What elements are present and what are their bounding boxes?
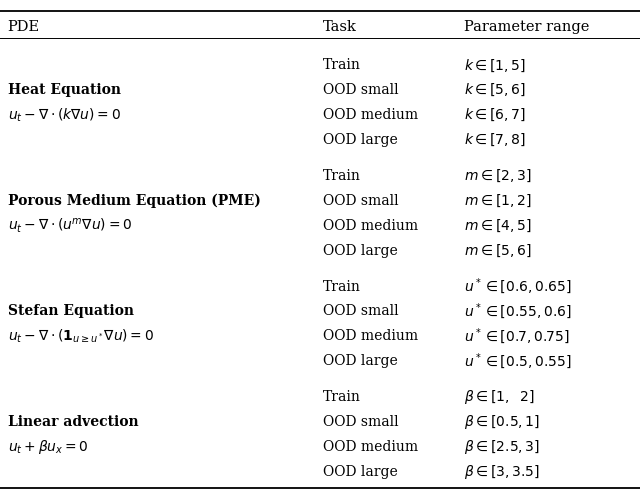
Text: $u_t - \nabla \cdot (\mathbf{1}_{u \geq u^*}\nabla u) = 0$: $u_t - \nabla \cdot (\mathbf{1}_{u \geq … xyxy=(8,327,154,345)
Text: $\beta \in [1,\;\; 2]$: $\beta \in [1,\;\; 2]$ xyxy=(464,388,534,406)
Text: Train: Train xyxy=(323,58,361,72)
Text: OOD small: OOD small xyxy=(323,194,399,208)
Text: $\beta \in [2.5, 3]$: $\beta \in [2.5, 3]$ xyxy=(464,438,540,456)
Text: $m \in [2, 3]$: $m \in [2, 3]$ xyxy=(464,168,531,184)
Text: $u_t - \nabla \cdot (u^m\nabla u) = 0$: $u_t - \nabla \cdot (u^m\nabla u) = 0$ xyxy=(8,216,132,235)
Text: $u^* \in [0.6, 0.65]$: $u^* \in [0.6, 0.65]$ xyxy=(464,277,572,296)
Text: Train: Train xyxy=(323,169,361,183)
Text: PDE: PDE xyxy=(8,20,40,34)
Text: Linear advection: Linear advection xyxy=(8,415,138,429)
Text: Train: Train xyxy=(323,390,361,404)
Text: $u^* \in [0.7, 0.75]$: $u^* \in [0.7, 0.75]$ xyxy=(464,326,570,346)
Text: OOD large: OOD large xyxy=(323,465,398,479)
Text: Porous Medium Equation (PME): Porous Medium Equation (PME) xyxy=(8,194,260,208)
Text: OOD medium: OOD medium xyxy=(323,329,419,343)
Text: $k \in [7, 8]$: $k \in [7, 8]$ xyxy=(464,132,526,148)
Text: Parameter range: Parameter range xyxy=(464,20,589,34)
Text: $u_t + \beta u_x = 0$: $u_t + \beta u_x = 0$ xyxy=(8,438,88,456)
Text: $m \in [5, 6]$: $m \in [5, 6]$ xyxy=(464,243,531,259)
Text: $m \in [1, 2]$: $m \in [1, 2]$ xyxy=(464,193,531,209)
Text: OOD small: OOD small xyxy=(323,83,399,97)
Text: Train: Train xyxy=(323,280,361,293)
Text: OOD large: OOD large xyxy=(323,354,398,368)
Text: OOD small: OOD small xyxy=(323,415,399,429)
Text: $k \in [5, 6]$: $k \in [5, 6]$ xyxy=(464,82,526,99)
Text: OOD large: OOD large xyxy=(323,244,398,257)
Text: $k \in [1, 5]$: $k \in [1, 5]$ xyxy=(464,57,526,73)
Text: OOD medium: OOD medium xyxy=(323,219,419,233)
Text: $u_t - \nabla \cdot (k\nabla u) = 0$: $u_t - \nabla \cdot (k\nabla u) = 0$ xyxy=(8,106,120,124)
Text: $\beta \in [0.5, 1]$: $\beta \in [0.5, 1]$ xyxy=(464,413,540,431)
Text: OOD medium: OOD medium xyxy=(323,440,419,454)
Text: Stefan Equation: Stefan Equation xyxy=(8,304,134,318)
Text: OOD small: OOD small xyxy=(323,304,399,318)
Text: Heat Equation: Heat Equation xyxy=(8,83,121,97)
Text: Task: Task xyxy=(323,20,357,34)
Text: $m \in [4, 5]$: $m \in [4, 5]$ xyxy=(464,217,531,234)
Text: $u^* \in [0.55, 0.6]$: $u^* \in [0.55, 0.6]$ xyxy=(464,301,572,321)
Text: $u^* \in [0.5, 0.55]$: $u^* \in [0.5, 0.55]$ xyxy=(464,351,572,371)
Text: $\beta \in [3, 3.5]$: $\beta \in [3, 3.5]$ xyxy=(464,463,540,481)
Text: OOD medium: OOD medium xyxy=(323,108,419,122)
Text: $k \in [6, 7]$: $k \in [6, 7]$ xyxy=(464,107,526,123)
Text: OOD large: OOD large xyxy=(323,133,398,147)
